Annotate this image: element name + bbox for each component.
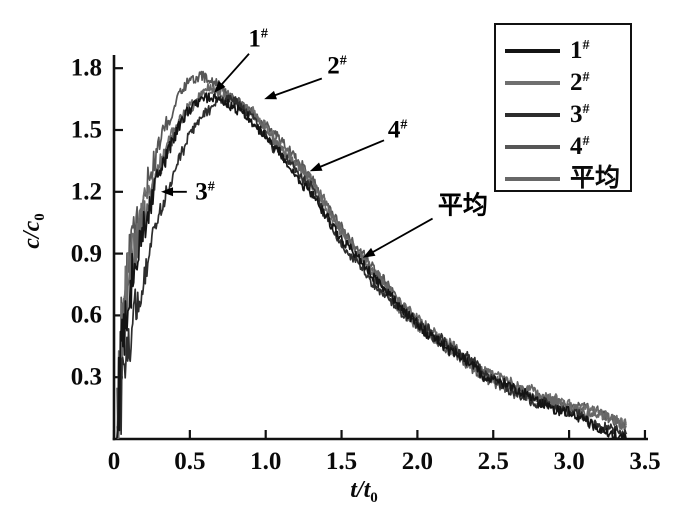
legend-line-swatch xyxy=(505,81,560,85)
legend-label: 2# xyxy=(570,70,590,95)
y-tick-label: 1.2 xyxy=(70,178,102,206)
y-tick-label: 0.6 xyxy=(70,301,102,329)
legend-label-text: 2 xyxy=(570,68,583,96)
legend-label-text: 3 xyxy=(570,100,583,128)
annotation-text: 4 xyxy=(387,116,401,144)
annotation-superscript: # xyxy=(400,117,408,133)
annotation-label: 1# xyxy=(248,27,268,52)
annotation-arrow-line xyxy=(315,139,385,170)
series-line-平均 xyxy=(116,82,627,440)
x-axis-label-base: t/t xyxy=(350,477,371,503)
x-axis-label-subscript: 0 xyxy=(370,490,378,506)
x-tick-label: 2.0 xyxy=(401,448,434,475)
annotation-text: 平均 xyxy=(437,192,488,220)
annotation-label: 4# xyxy=(388,118,408,143)
legend-label: 1# xyxy=(570,38,590,63)
legend-label-superscript: # xyxy=(582,101,590,117)
legend-line-swatch xyxy=(505,113,560,117)
x-tick-label: 2.5 xyxy=(477,448,509,475)
legend: 1# 2# 3# 4# 平均 xyxy=(494,23,632,192)
legend-label-superscript: # xyxy=(582,37,590,53)
annotation-superscript: # xyxy=(339,53,347,69)
annotation-arrowhead xyxy=(264,90,277,100)
legend-line-swatch xyxy=(505,49,560,53)
y-tick-label: 0.3 xyxy=(70,363,102,391)
legend-label: 4# xyxy=(570,134,590,159)
annotation-superscript: # xyxy=(260,26,268,42)
legend-label: 平均 xyxy=(570,166,620,191)
legend-label-text: 平均 xyxy=(570,164,621,192)
y-tick-label: 0.9 xyxy=(70,240,102,268)
x-tick-label: 3.0 xyxy=(553,448,585,475)
annotation-superscript: # xyxy=(207,179,215,195)
annotation-arrowhead xyxy=(214,80,226,93)
y-tick-label: 1.5 xyxy=(70,116,102,144)
legend-label: 3# xyxy=(570,102,590,127)
series-line-1 xyxy=(116,92,627,440)
annotation-label: 平均 xyxy=(438,194,488,219)
x-tick-label: 0 xyxy=(107,448,121,475)
annotation-arrow-line xyxy=(218,53,250,89)
annotation-arrow-line xyxy=(368,217,434,256)
x-tick-label: 1.5 xyxy=(325,448,358,475)
annotation-text: 2 xyxy=(327,52,340,80)
legend-label-superscript: # xyxy=(582,133,590,149)
legend-line-swatch xyxy=(505,177,560,181)
x-tick-label: 0.5 xyxy=(174,448,206,475)
y-axis-label-base: c/c xyxy=(19,220,45,249)
y-axis-label: c/c0 xyxy=(19,213,48,249)
legend-label-text: 4 xyxy=(570,132,583,160)
annotation-label: 3# xyxy=(195,179,215,204)
annotation-text: 1 xyxy=(248,25,261,53)
legend-label-superscript: # xyxy=(582,69,590,85)
annotation-label: 2# xyxy=(327,54,347,79)
annotation-arrowhead xyxy=(309,162,323,172)
annotation-arrowhead xyxy=(161,187,174,197)
annotation-text: 3 xyxy=(195,178,208,206)
x-axis-label: t/t0 xyxy=(350,478,378,506)
annotation-arrow-line xyxy=(270,77,323,98)
legend-label-text: 1 xyxy=(570,36,583,64)
annotation-arrowhead xyxy=(362,247,376,258)
legend-line-swatch xyxy=(505,145,560,149)
y-axis-label-subscript: 0 xyxy=(32,213,48,221)
x-tick-label: 1.0 xyxy=(250,448,282,475)
x-tick-label: 3.5 xyxy=(629,448,661,475)
y-tick-label: 1.8 xyxy=(70,54,102,82)
